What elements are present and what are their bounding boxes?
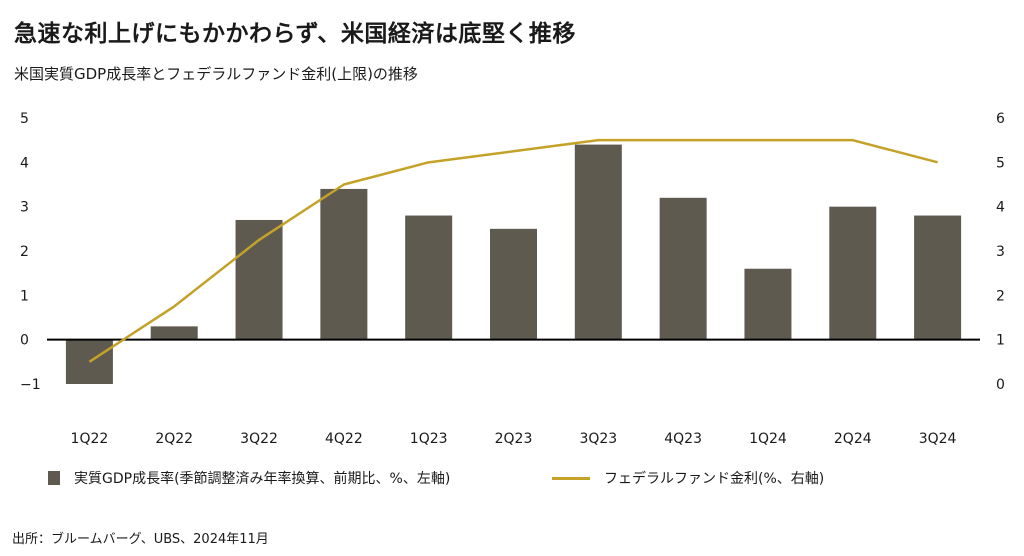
gdp-bar — [659, 197, 707, 340]
left-axis-tick-label: 0 — [20, 333, 29, 349]
x-axis-tick-label: 2Q22 — [155, 431, 193, 447]
gdp-bar — [490, 228, 537, 340]
left-axis-tick-label: −1 — [20, 377, 41, 393]
fed-funds-rate-line — [88, 138, 938, 363]
legend-line-swatch — [552, 476, 590, 480]
left-axis-tick-label: 2 — [20, 244, 29, 260]
gdp-bar — [914, 215, 962, 340]
left-axis-tick-label: 3 — [20, 200, 29, 216]
legend-bar-swatch — [48, 471, 60, 485]
left-axis-tick-label: 5 — [20, 111, 29, 127]
gdp-bar — [150, 326, 198, 340]
x-axis-tick-label: 2Q23 — [495, 431, 533, 447]
x-axis-tick-label: 1Q22 — [71, 431, 109, 447]
right-axis-tick-label: 2 — [996, 288, 1005, 304]
right-axis-tick-label: 4 — [996, 200, 1005, 216]
legend-fed-funds-label: フェデラルファンド金利(%、右軸) — [604, 471, 825, 487]
right-axis-tick-label: 6 — [996, 111, 1005, 127]
right-axis-ticks: 6 5 4 3 2 1 0 — [996, 111, 1005, 393]
right-axis-tick-label: 5 — [996, 155, 1005, 171]
right-axis-tick-label: 3 — [996, 244, 1005, 260]
x-axis-tick-label: 2Q24 — [834, 431, 872, 447]
gdp-bar — [744, 268, 792, 340]
right-axis-tick-label: 0 — [996, 377, 1005, 393]
legend-fed-funds: フェデラルファンド金利(%、右軸) — [552, 468, 824, 488]
chart-subtitle: 米国実質GDP成長率とフェデラルファンド金利(上限)の推移 — [14, 65, 418, 83]
source-note: 出所：ブルームバーグ、UBS、2024年11月 — [12, 532, 269, 547]
x-axis-labels: 1Q22 2Q22 3Q22 4Q22 1Q23 2Q23 3Q23 4Q23 1Q24 2Q24… — [71, 431, 957, 447]
gdp-bar — [320, 188, 368, 340]
left-axis-tick-label: 4 — [20, 155, 29, 171]
gdp-bar — [405, 215, 453, 340]
chart-headline: 急速な利上げにもかかわらず、米国経済は底堅く推移 — [14, 21, 576, 47]
x-axis-tick-label: 1Q23 — [410, 431, 448, 447]
x-axis-tick-label: 3Q22 — [240, 431, 278, 447]
x-axis-tick-label: 3Q23 — [579, 431, 617, 447]
left-axis-ticks: 5 4 3 2 1 0 −1 — [20, 111, 41, 393]
right-axis-tick-label: 1 — [996, 333, 1005, 349]
legend-gdp: 実質GDP成長率(季節調整済み年率換算、前期比、%、左軸) — [48, 468, 450, 488]
x-axis-tick-label: 3Q24 — [919, 431, 957, 447]
gdp-bars — [65, 144, 962, 384]
x-axis-tick-label: 1Q24 — [749, 431, 787, 447]
legend-gdp-label: 実質GDP成長率(季節調整済み年率換算、前期比、%、左軸) — [74, 471, 451, 487]
gdp-bar — [574, 144, 622, 340]
x-axis-tick-label: 4Q22 — [325, 431, 363, 447]
left-axis-tick-label: 1 — [20, 288, 29, 304]
x-axis-tick-label: 4Q23 — [664, 431, 702, 447]
gdp-bar — [829, 206, 877, 340]
gdp-bar — [235, 219, 283, 340]
